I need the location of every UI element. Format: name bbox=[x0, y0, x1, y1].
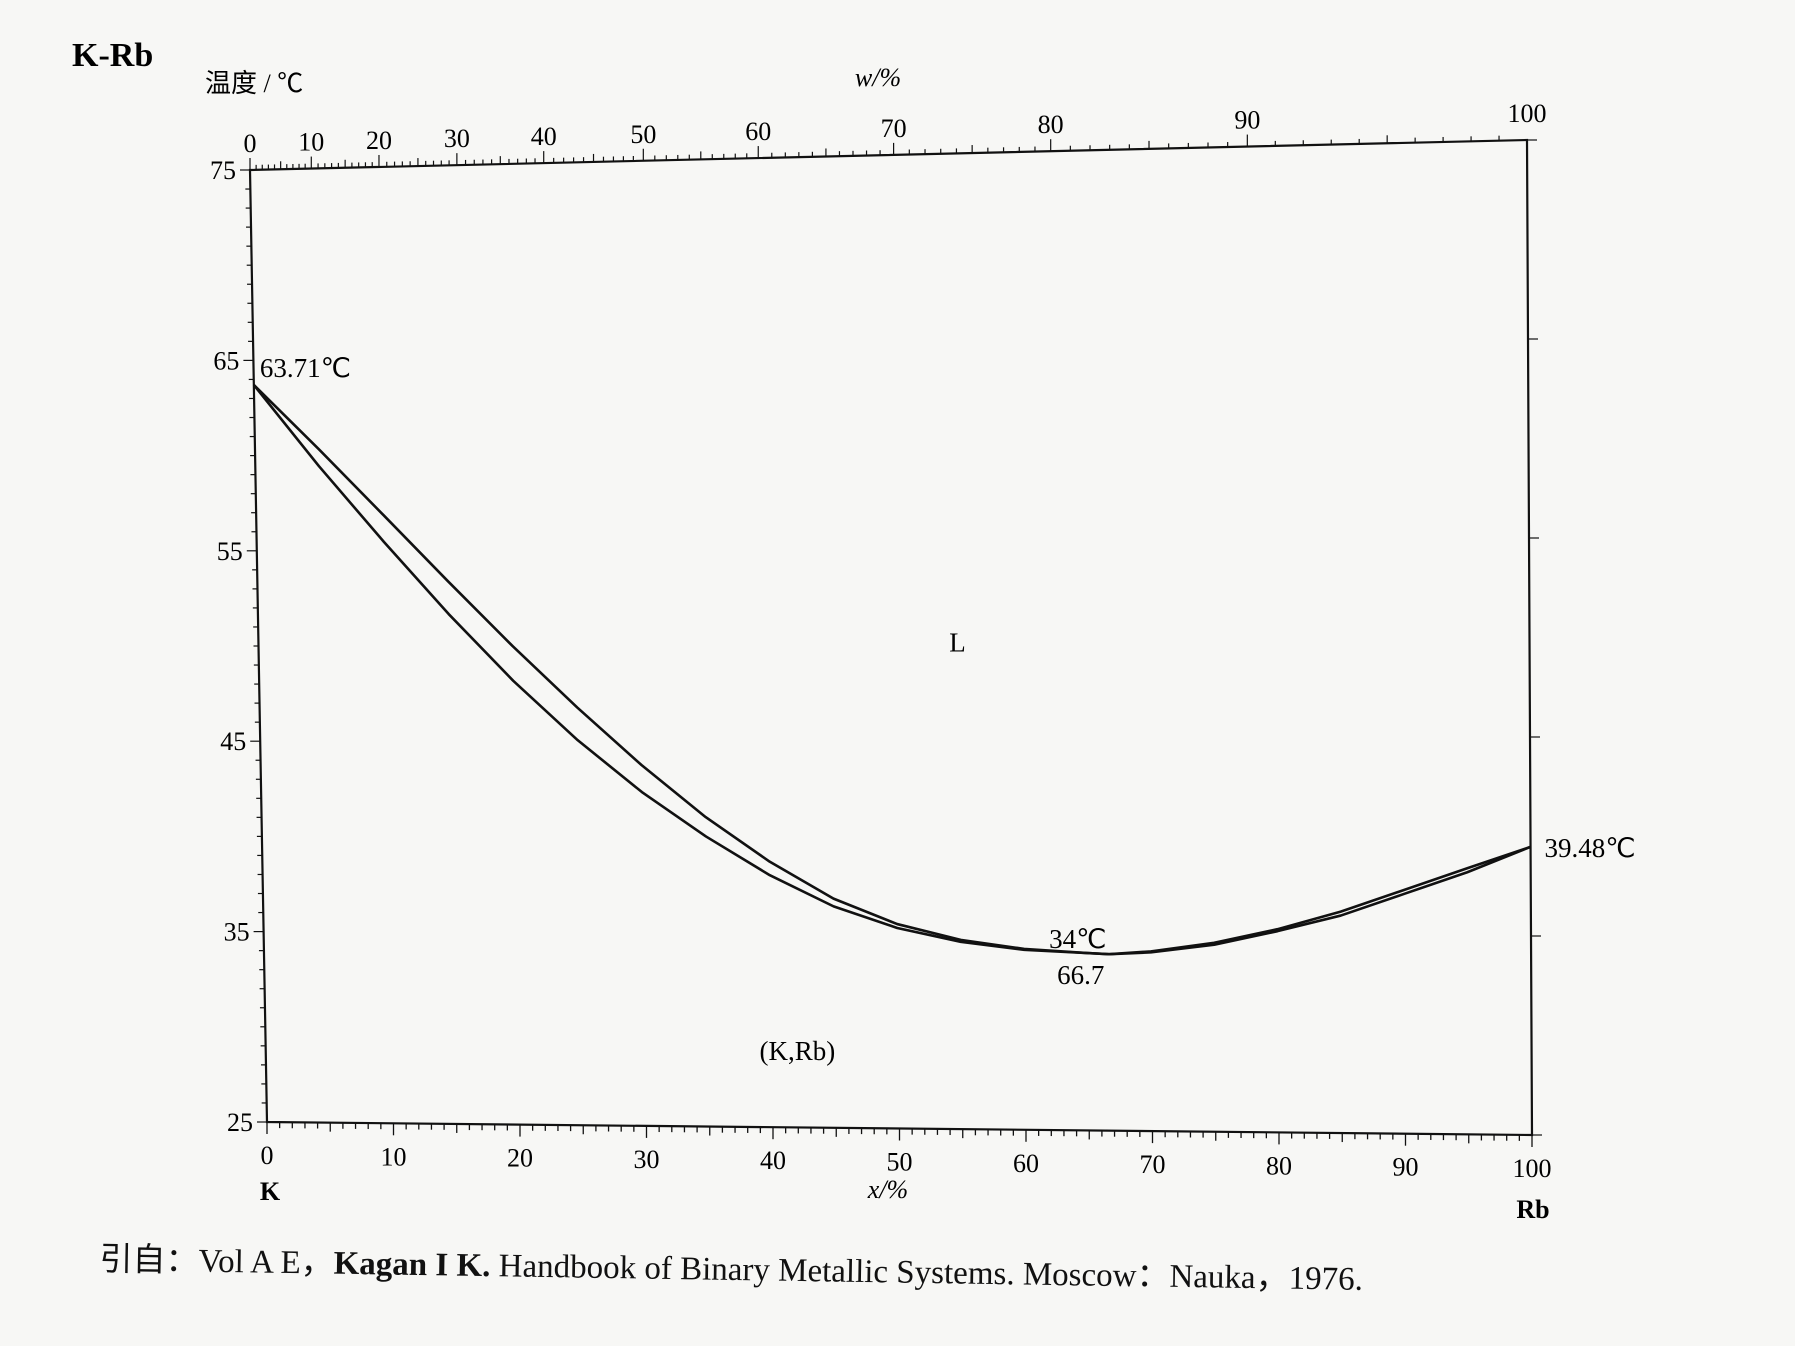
annotation-label: (K,Rb) bbox=[759, 1036, 835, 1066]
x-tick-label: 10 bbox=[381, 1142, 407, 1171]
x-tick-label: 70 bbox=[1140, 1150, 1166, 1179]
y-tick-label: 45 bbox=[220, 727, 246, 756]
x-tick-label: 90 bbox=[1393, 1153, 1419, 1182]
chart-title: K-Rb bbox=[72, 37, 153, 74]
annotation-label: 66.7 bbox=[1057, 960, 1104, 990]
x-tick-label: 100 bbox=[1513, 1154, 1552, 1183]
x2-tick-label: 20 bbox=[366, 126, 392, 155]
y-tick-label: 55 bbox=[217, 537, 243, 566]
top-axis-label: w/% bbox=[855, 63, 901, 92]
x2-tick-label: 40 bbox=[531, 122, 557, 151]
x-tick-label: 0 bbox=[261, 1141, 274, 1170]
component-left-label: K bbox=[260, 1177, 281, 1206]
citation-prefix: 引自：Vol A E， bbox=[99, 1241, 334, 1282]
y-axis-label: 温度 / ℃ bbox=[205, 69, 303, 98]
axis-ticks bbox=[240, 134, 1542, 1147]
tick-labels: 0 10 20 30 40 50 60 70 80 90 100 0 10 20 30 40 50 60 70 80 9… bbox=[210, 99, 1552, 1183]
curves bbox=[252, 384, 1532, 956]
x2-tick-label: 0 bbox=[244, 129, 257, 158]
x-axis-label: x/% bbox=[867, 1175, 908, 1204]
x-tick-label: 50 bbox=[887, 1148, 913, 1177]
x2-tick-label: 50 bbox=[630, 120, 656, 149]
plot-border bbox=[248, 138, 1534, 1137]
x2-tick-label: 60 bbox=[745, 117, 771, 146]
x2-tick-label: 100 bbox=[1508, 99, 1547, 128]
x-tick-label: 20 bbox=[507, 1144, 533, 1173]
phase-curve-2 bbox=[252, 384, 1531, 956]
annotation-label: 34℃ bbox=[1049, 924, 1106, 954]
y-tick-label: 25 bbox=[227, 1108, 253, 1137]
phase-curve-1 bbox=[252, 384, 1532, 956]
x-tick-label: 30 bbox=[634, 1145, 660, 1174]
x2-tick-label: 90 bbox=[1234, 106, 1260, 135]
y-tick-label: 75 bbox=[210, 156, 236, 185]
y-tick-label: 65 bbox=[213, 346, 239, 375]
citation-author: Kagan I K. bbox=[333, 1245, 491, 1285]
annotation-label: 39.48℃ bbox=[1545, 833, 1636, 863]
annotation-label: L bbox=[949, 627, 966, 657]
x2-tick-label: 10 bbox=[298, 128, 324, 157]
annotation-label: 63.71℃ bbox=[260, 353, 351, 383]
x2-tick-label: 80 bbox=[1038, 110, 1064, 139]
x-tick-label: 80 bbox=[1266, 1151, 1292, 1180]
plot-frame bbox=[248, 138, 1534, 1137]
y-tick-label: 35 bbox=[224, 918, 250, 947]
x-tick-label: 40 bbox=[760, 1146, 786, 1175]
annotations: 63.71℃ 39.48℃ 34℃ 66.7 L (K,Rb) bbox=[260, 353, 1636, 1066]
component-right-label: Rb bbox=[1516, 1195, 1549, 1224]
x2-tick-label: 70 bbox=[881, 114, 907, 143]
x-tick-label: 60 bbox=[1013, 1149, 1039, 1178]
x2-tick-label: 30 bbox=[444, 124, 470, 153]
